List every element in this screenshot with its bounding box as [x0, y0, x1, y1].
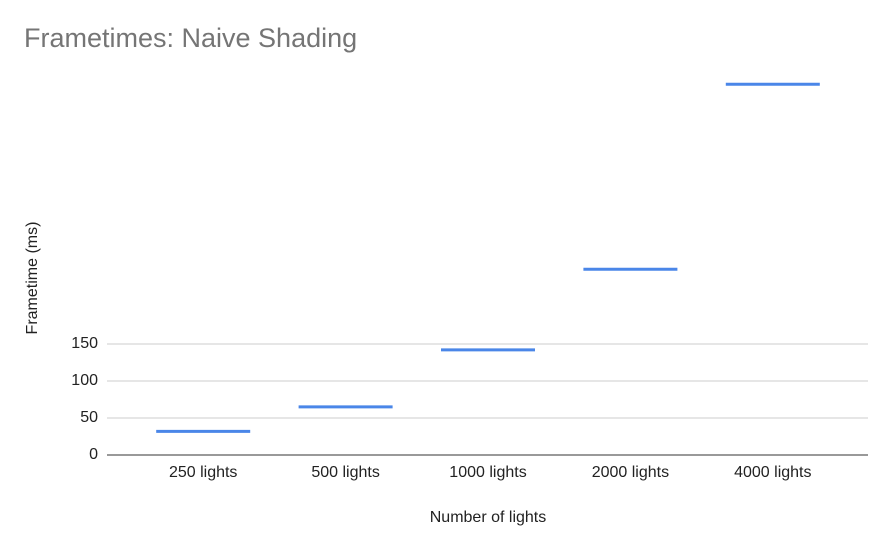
x-tick-label: 250 lights [169, 464, 238, 481]
y-tick-label: 50 [80, 409, 98, 426]
y-axis-label: Frametime (ms) [24, 222, 41, 335]
x-axis-label: Number of lights [430, 509, 547, 526]
x-tick-label: 2000 lights [592, 464, 669, 481]
chart-title: Frametimes: Naive Shading [24, 23, 357, 53]
x-tick-label: 500 lights [311, 464, 380, 481]
y-tick-label: 0 [89, 446, 98, 463]
x-tick-label: 4000 lights [734, 464, 811, 481]
y-tick-label: 100 [71, 372, 98, 389]
x-tick-label: 1000 lights [449, 464, 526, 481]
y-tick-label: 150 [71, 335, 98, 352]
